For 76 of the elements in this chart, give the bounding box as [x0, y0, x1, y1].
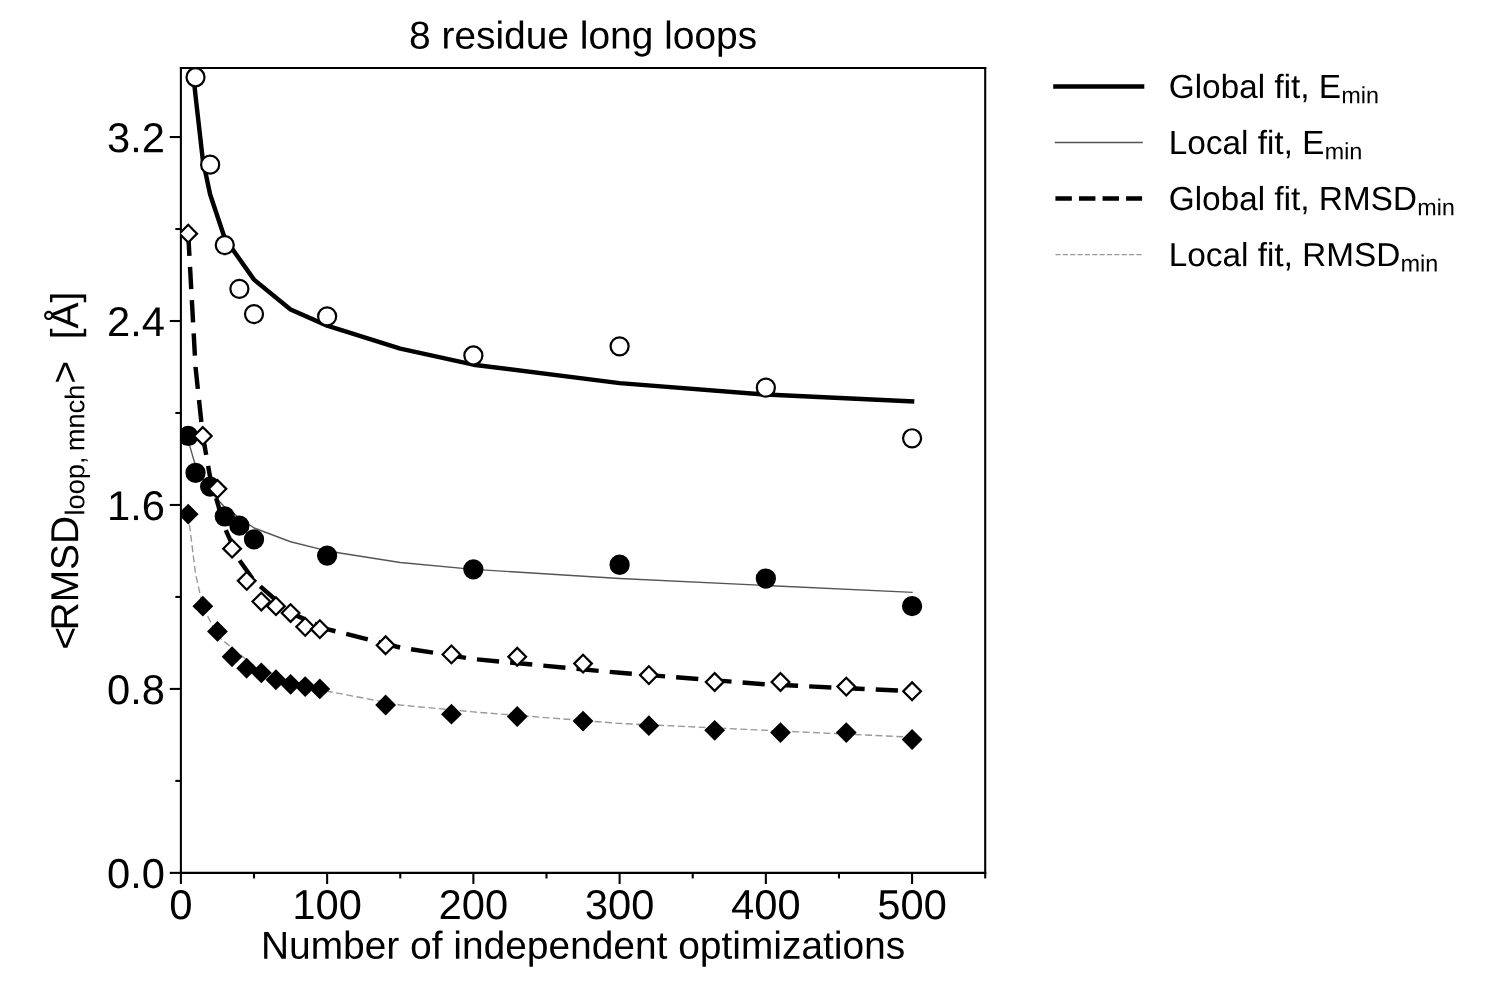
point	[573, 653, 593, 674]
point	[185, 68, 206, 88]
point	[295, 616, 316, 637]
point	[770, 672, 791, 692]
point	[309, 619, 330, 640]
point	[441, 644, 462, 665]
point	[243, 529, 265, 550]
point	[309, 678, 330, 699]
point	[180, 425, 199, 447]
point	[507, 706, 528, 727]
point	[573, 711, 593, 732]
point	[207, 621, 228, 642]
x-tick-label: 400	[732, 889, 799, 920]
point	[251, 662, 272, 683]
y-axis-title: <RMSD$_{loop,mnch}$> [Å]	[44, 294, 90, 648]
point	[317, 545, 338, 566]
point	[192, 596, 213, 617]
y-tick-label: 1.6	[110, 490, 164, 521]
chart-title: 8 residue long loops	[410, 20, 756, 57]
point	[236, 658, 257, 679]
point	[229, 515, 250, 536]
point	[755, 377, 776, 398]
point	[836, 722, 857, 743]
legend-label: Local fit, E$_{min}$	[1171, 129, 1361, 160]
point	[375, 695, 396, 715]
y-tick-label: 2.4	[109, 307, 164, 337]
y-tick-label: 0.0	[108, 858, 164, 889]
point	[229, 278, 250, 299]
x-tick-label: 200	[440, 889, 507, 920]
point	[266, 596, 286, 617]
legend-label: Local fit, RMSD$_{min}$	[1171, 241, 1437, 272]
point	[236, 570, 257, 591]
point	[902, 729, 923, 750]
point	[200, 154, 221, 175]
point	[463, 345, 484, 366]
point	[441, 704, 462, 725]
point	[638, 665, 659, 686]
point	[463, 559, 484, 580]
point	[901, 596, 923, 617]
point	[770, 722, 791, 743]
legend-label: Global fit, E$_{min}$	[1170, 73, 1378, 104]
point	[222, 538, 243, 559]
point	[280, 674, 301, 695]
point	[609, 336, 630, 357]
point	[180, 223, 199, 244]
x-tick-label: 300	[586, 889, 653, 920]
point	[266, 669, 286, 690]
point	[214, 234, 235, 256]
point	[704, 720, 725, 741]
point	[185, 462, 206, 483]
point	[280, 603, 301, 623]
x-tick-label: 0	[170, 889, 191, 920]
legend-label: Global fit, RMSD$_{min}$	[1170, 185, 1454, 216]
point	[375, 635, 396, 656]
point	[214, 506, 235, 527]
point	[222, 646, 243, 667]
point	[317, 306, 338, 327]
point	[243, 303, 265, 325]
point	[207, 478, 228, 499]
x-tick-label: 500	[879, 889, 946, 920]
point	[704, 672, 725, 692]
point	[901, 428, 923, 449]
point	[609, 554, 630, 575]
point	[192, 426, 213, 446]
point	[755, 568, 776, 589]
point	[902, 681, 923, 702]
y-tick-label: 3.2	[108, 123, 163, 153]
point	[295, 676, 316, 697]
x-axis-title: Number of independent optimizations	[264, 930, 904, 967]
point	[251, 591, 272, 612]
point	[180, 504, 199, 525]
y-tick-label: 0.8	[108, 674, 164, 705]
point	[507, 646, 528, 667]
point	[836, 676, 857, 697]
point	[638, 715, 659, 736]
x-tick-label: 100	[295, 889, 361, 920]
